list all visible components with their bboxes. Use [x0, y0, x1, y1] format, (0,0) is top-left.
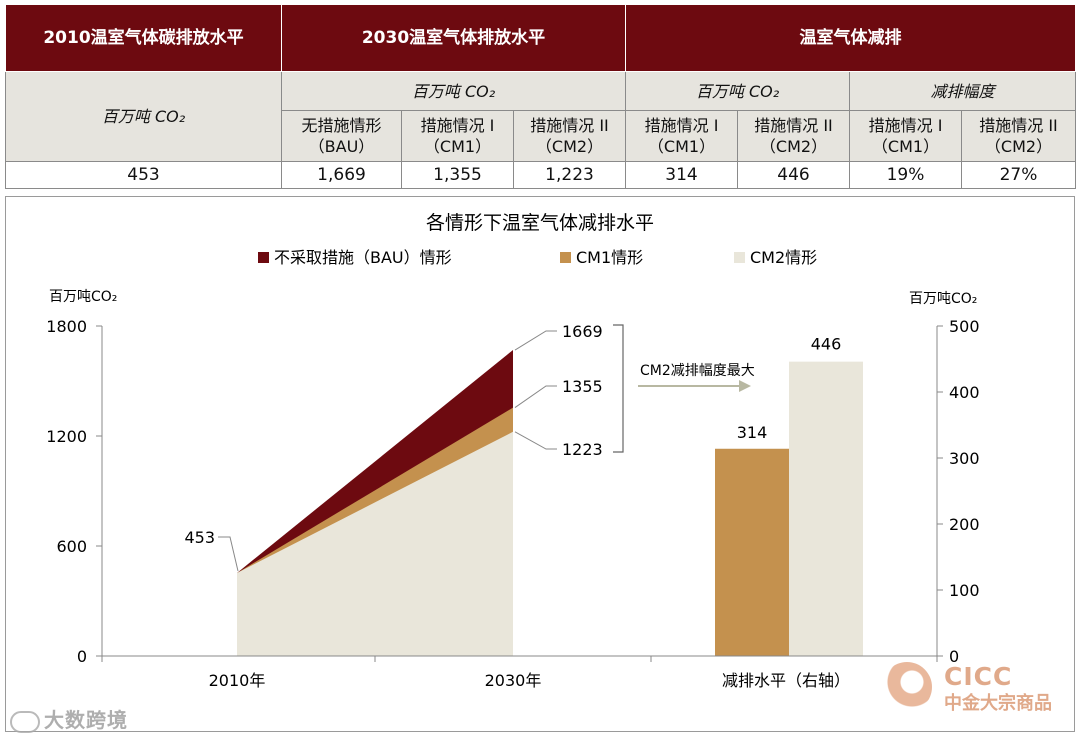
legend-label: CM2情形: [750, 248, 817, 267]
chart-panel: 各情形下温室气体减排水平不采取措施（BAU）情形 CM1情形 CM2情形百万吨CO₂…: [5, 196, 1075, 732]
scenario-cell: 措施情况 II （CM2）: [737, 110, 851, 162]
leader-2010: [218, 536, 239, 572]
right-axis-label: 百万吨CO₂: [909, 291, 977, 307]
chart-title: 各情形下温室气体减排水平: [426, 212, 654, 234]
scenario-cell: 措施情况 I （CM1）: [401, 110, 514, 162]
value-cell: 27%: [961, 161, 1077, 189]
left-axis-label: 百万吨CO₂: [49, 289, 117, 305]
bracket: [613, 324, 624, 453]
legend-label: CM1情形: [576, 248, 643, 267]
leader-line: [514, 330, 557, 351]
leader-line: [514, 431, 557, 450]
leader-line: [514, 385, 557, 408]
right-tick-label: 400: [949, 383, 980, 402]
header-2030: 2030温室气体排放水平: [280, 4, 627, 72]
unit-range: 减排幅度: [849, 71, 1077, 111]
value-cell: 1,669: [281, 161, 402, 189]
label-bau: 1669: [562, 322, 603, 341]
category-label: 减排水平（右轴）: [722, 671, 850, 690]
scenario-cell: 措施情况 I （CM1）: [849, 110, 963, 162]
brand-name: CICC: [944, 662, 1013, 691]
watermark-icon: [10, 710, 40, 733]
bar-label-cm1: 314: [737, 423, 768, 442]
header-reduction: 温室气体减排: [625, 4, 1077, 72]
unit-2030: 百万吨 CO₂: [280, 71, 627, 111]
bar-label-cm2: 446: [811, 335, 842, 354]
brand-sub: 中金大宗商品: [944, 693, 1052, 714]
left-tick-label: 0: [77, 647, 87, 666]
summary-table: 2010温室气体碳排放水平 2030温室气体排放水平 温室气体减排 百万吨 CO…: [5, 4, 1077, 189]
left-tick-label: 600: [56, 537, 87, 556]
scenario-cell: 措施情况 I （CM1）: [625, 110, 739, 162]
value-cell: 314: [625, 161, 739, 189]
cicc-mark-icon: [882, 662, 932, 712]
annotation-arrow-head: [739, 380, 751, 392]
category-label: 2010年: [209, 671, 266, 690]
value-cell: 1,355: [401, 161, 514, 189]
bar-cm1: [715, 448, 789, 656]
legend-swatch: [734, 252, 745, 263]
cicc-logo: CICC 中金大宗商品: [882, 660, 1072, 718]
bar-cm2: [789, 361, 863, 656]
scenario-cell: 措施情况 II （CM2）: [961, 110, 1077, 162]
right-tick-label: 100: [949, 581, 980, 600]
watermark-left: 大数跨境: [10, 704, 128, 733]
legend-swatch: [560, 252, 571, 263]
left-tick-label: 1200: [46, 427, 87, 446]
right-tick-label: 300: [949, 449, 980, 468]
scenario-cell: 无措施情形 （BAU）: [281, 110, 402, 162]
value-cell: 1,223: [512, 161, 627, 189]
value-cell: 19%: [849, 161, 963, 189]
label-2010: 453: [184, 528, 215, 547]
value-cell: 453: [5, 161, 282, 189]
left-tick-label: 1800: [46, 317, 87, 336]
right-tick-label: 500: [949, 317, 980, 336]
scenario-cell: 措施情况 II （CM2）: [512, 110, 627, 162]
right-tick-label: 200: [949, 515, 980, 534]
unit-2010: 百万吨 CO₂: [5, 71, 282, 162]
unit-reduction: 百万吨 CO₂: [625, 71, 851, 111]
annotation-text: CM2减排幅度最大: [640, 363, 755, 379]
right-tick-label: 0: [949, 647, 959, 666]
legend-swatch: [258, 252, 269, 263]
label-cm2: 1223: [562, 440, 603, 459]
legend-label: 不采取措施（BAU）情形: [274, 248, 452, 267]
label-cm1: 1355: [562, 377, 603, 396]
category-label: 2030年: [485, 671, 542, 690]
area-cm2: [237, 431, 513, 656]
header-2010: 2010温室气体碳排放水平: [5, 4, 282, 72]
value-cell: 446: [737, 161, 851, 189]
